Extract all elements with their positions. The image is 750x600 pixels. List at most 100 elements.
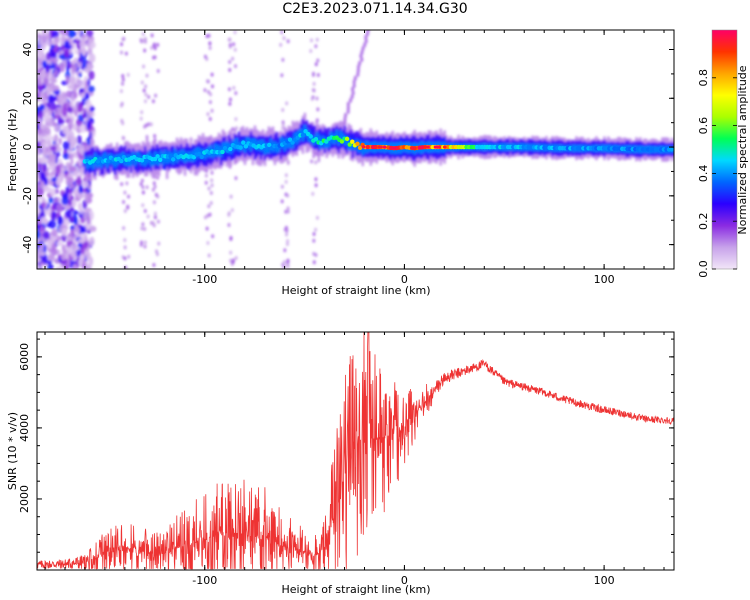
spectrogram-streak-cell	[314, 177, 318, 182]
spectrogram-streak-cell	[145, 134, 149, 139]
spectrogram-noise-cell	[68, 30, 75, 39]
spectrogram-streak-cell	[120, 182, 124, 187]
spectrogram-streak-cell	[312, 232, 316, 237]
spectrogram-streak-cell	[154, 93, 158, 98]
spectrogram-noise-cell	[69, 183, 75, 189]
spectrogram-ridge-cell	[361, 143, 365, 156]
spectrogram-echo-cell	[343, 116, 347, 122]
spectrogram-noise-cell	[70, 158, 74, 166]
spectrogram-streak-cell	[208, 117, 212, 122]
spectrogram-streak-cell	[127, 254, 131, 259]
spectrogram-noise-cell	[51, 30, 59, 38]
colorbar: 0.0 0.2 0.4 0.6 0.8 Normalized spectral ampl…	[697, 29, 749, 278]
spectrogram-noise-cell	[85, 99, 92, 110]
spectrogram-ridge-cell	[327, 136, 331, 148]
spectrogram-ridge-cell	[235, 137, 239, 150]
spectrogram-hotspot	[382, 145, 387, 149]
spectrogram-streak-cell	[283, 248, 287, 253]
spectrogram-noise-cell	[42, 231, 50, 240]
spectrogram-echo-cell	[356, 72, 360, 77]
spectrogram-noise-cell	[39, 69, 46, 80]
spectrogram-streak-cell	[284, 179, 288, 184]
spectrogram-ridge-cell	[129, 154, 133, 167]
spectrogram-ridge-cell	[351, 140, 355, 149]
spectrogram-noise-cell	[39, 45, 46, 52]
spectrogram-streak-cell	[123, 208, 127, 213]
spectrogram-streak-cell	[210, 84, 214, 89]
spectrogram-noise-cell	[39, 226, 45, 233]
spectrogram-streak-cell	[286, 263, 290, 268]
spectrogram-noise-cell	[50, 205, 55, 212]
spectrogram-noise-cell	[37, 124, 40, 130]
spectrogram-streak-cell	[141, 203, 145, 208]
spectrogram-noise-cell	[53, 36, 60, 44]
spectrogram-noise-cell	[44, 127, 51, 135]
spectrogram-ridge-cell	[337, 129, 341, 144]
spectrogram-noise-cell	[72, 39, 78, 44]
spectrogram-streak-cell	[285, 242, 289, 247]
spectrogram-noise-cell	[67, 106, 73, 114]
spectrogram-noise-cell	[37, 229, 41, 240]
spectrogram-noise-cell	[61, 251, 66, 261]
spectrogram-echo-cell	[352, 79, 356, 85]
spectrogram-streak-cell	[122, 36, 126, 41]
spectrogram-ridge-cell	[265, 143, 269, 153]
spectrogram-streak-cell	[125, 181, 129, 186]
spectrogram-x-tick-label: 100	[594, 273, 615, 286]
spectrogram-ridge-cell	[195, 147, 199, 157]
spectrogram-streak-cell	[157, 241, 161, 246]
spectrogram-streak-cell	[286, 159, 290, 164]
spectrogram-streak-cell	[123, 245, 127, 250]
spectrogram-noise-cell	[42, 254, 48, 265]
spectrogram-streak-cell	[233, 47, 237, 52]
spectrogram-ridge-cell	[101, 154, 105, 164]
spectrogram-noise-cell	[77, 78, 81, 84]
spectrogram-noise-cell	[84, 92, 90, 100]
spectrogram-streak-cell	[314, 62, 318, 67]
spectrogram-noise-cell	[47, 139, 52, 147]
spectrogram-ridge-cell	[85, 157, 89, 169]
spectrogram-hotspot	[365, 145, 370, 149]
spectrogram-noise-cell	[86, 61, 92, 71]
spectrogram-streak-cell	[152, 200, 156, 205]
spectrogram-noise-cell	[42, 163, 47, 173]
spectrogram-ridge-core	[344, 136, 350, 142]
spectrogram-noise-cell	[73, 48, 78, 55]
spectrogram-streak-cell	[315, 96, 319, 101]
spectrogram-echo-cell	[363, 42, 367, 48]
spectrogram-ridge-cell	[251, 138, 255, 148]
spectrogram-streak-cell	[141, 222, 145, 227]
spectrogram-streak-cell	[156, 69, 160, 74]
spectrogram-streak-cell	[285, 101, 289, 106]
spectrogram-noise-cell	[60, 62, 65, 73]
spectrogram-noise-cell	[37, 78, 42, 86]
spectrogram-streak-cell	[210, 108, 214, 113]
spectrogram-streak-cell	[315, 215, 319, 220]
spectrogram-echo-cell	[346, 109, 350, 114]
spectrogram-streak-cell	[203, 215, 207, 220]
spectrogram-streak-cell	[143, 244, 147, 249]
snr-y-ticks: 2000 4000 6000	[18, 338, 674, 553]
snr-x-ticks: -100 0 100	[44, 332, 665, 587]
spectrogram-noise-cell	[72, 242, 77, 251]
spectrogram-streak-cell	[120, 42, 124, 47]
snr-y-tick-label: 2000	[18, 485, 31, 513]
spectrogram-streak-cell	[311, 191, 315, 196]
spectrogram-streak-cell	[143, 48, 147, 53]
spectrogram-streak-cell	[155, 252, 159, 257]
snr-y-label: SNR (10 * v/v)	[6, 412, 19, 490]
spectrogram-ridge-core	[220, 149, 225, 155]
spectrogram-streak-cell	[204, 173, 208, 178]
spectrogram-streak-cell	[311, 71, 315, 76]
spectrogram-streak-cell	[205, 34, 209, 39]
spectrogram-streak-cell	[316, 58, 320, 63]
spectrogram-heatmap	[37, 30, 674, 269]
colorbar-frame	[711, 29, 738, 270]
spectrogram-streak-cell	[139, 182, 143, 187]
spectrogram-ridge-cell	[317, 135, 321, 146]
spectrogram-ridge-cell	[161, 153, 165, 166]
spectrogram-noise-cell	[88, 38, 94, 43]
spectrogram-streak-cell	[234, 117, 238, 122]
spectrogram-noise-cell	[41, 140, 48, 147]
spectrogram-noise-cell	[62, 152, 70, 160]
